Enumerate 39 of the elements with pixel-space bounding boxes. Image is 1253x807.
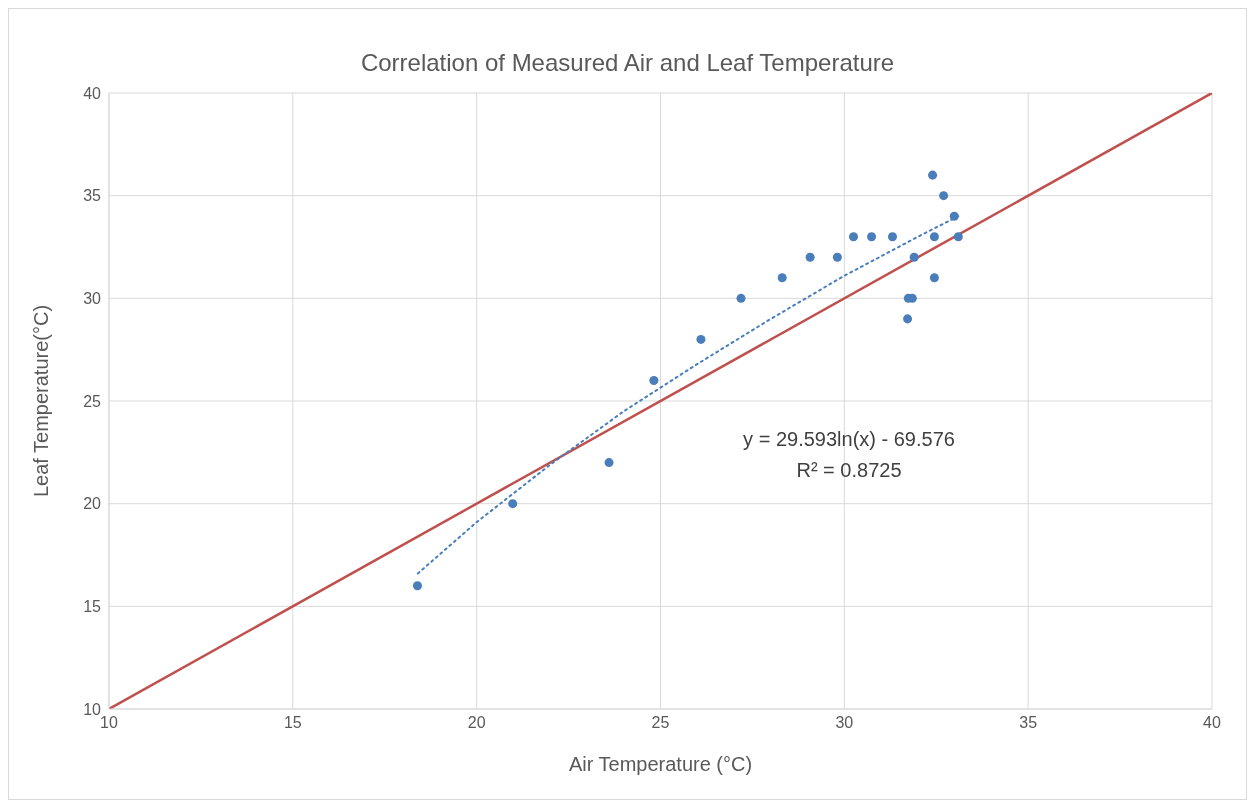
point [939, 191, 949, 201]
chart-title: Correlation of Measured Air and Leaf Temperature [359, 49, 896, 77]
y-tick-label: 25 [83, 392, 102, 410]
point [929, 273, 939, 283]
x-tick-label: 25 [651, 714, 670, 732]
point [849, 232, 859, 242]
annotation: R² = 0.8725 [795, 458, 903, 483]
point [412, 581, 422, 591]
annotation: y = 29.593ln(x) - 69.576 [742, 427, 956, 452]
point [909, 252, 919, 262]
point [929, 232, 939, 242]
point [696, 334, 706, 344]
point [508, 499, 518, 509]
point [805, 252, 815, 262]
point [832, 252, 842, 262]
x-tick-label: 20 [467, 714, 486, 732]
y-axis-title: Leaf Temperature(°C) [30, 304, 53, 498]
x-axis-title: Air Temperature (°C) [568, 753, 753, 775]
x-tick-label: 35 [1019, 714, 1038, 732]
point [928, 170, 938, 180]
point [777, 273, 787, 283]
point [953, 232, 963, 242]
x-tick-label: 30 [835, 714, 854, 732]
y-tick-label: 30 [83, 290, 102, 308]
point [649, 375, 659, 385]
y-tick-label: 40 [83, 84, 102, 102]
point [887, 232, 898, 242]
y-tick-label: 35 [83, 187, 102, 205]
y-tick-label: 15 [83, 598, 102, 616]
x-tick-label: 10 [100, 714, 118, 732]
y-tick-label: 10 [83, 700, 102, 718]
point [736, 293, 746, 303]
x-tick-label: 40 [1203, 714, 1221, 732]
y-tick-label: 20 [83, 495, 102, 513]
point [867, 232, 877, 242]
x-tick-label: 15 [283, 714, 302, 732]
point [949, 211, 959, 221]
point [604, 458, 614, 468]
point [903, 314, 913, 324]
